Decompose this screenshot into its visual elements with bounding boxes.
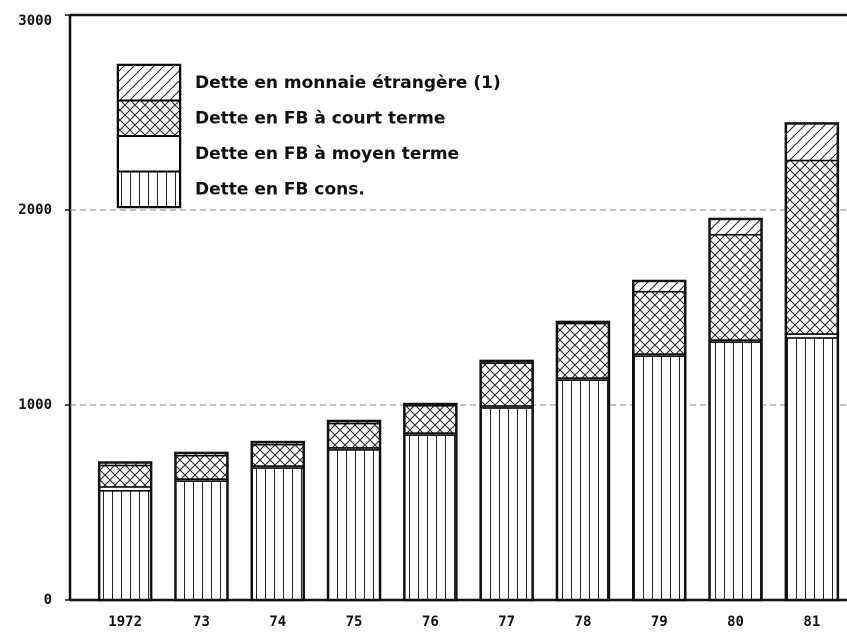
bar-segment [479,362,534,407]
legend-label: Dette en monnaie étrangère (1) [195,73,501,93]
bar-segment [251,443,305,467]
bar-outline [479,359,534,602]
bar-segment [632,280,686,293]
x-tick-label: 79 [651,614,668,630]
legend-swatch [117,99,181,137]
legend-label: Dette en FB cons. [195,180,365,200]
bar-segment [708,341,763,601]
x-tick-label: 73 [193,614,210,630]
bar-segment [632,290,686,355]
bar-segment [785,159,839,335]
y-tick-label: 1000 [18,397,52,413]
y-tick-label: 2000 [18,202,52,218]
bar-segment [479,407,534,601]
x-tick-label: 75 [346,614,363,630]
bar-outline [403,402,458,602]
bar-segment [556,379,610,601]
y-tick-label: 0 [44,592,52,608]
bar-segment [708,234,763,341]
y-tick-label: 3000 [18,13,52,29]
bar-segment [403,434,458,601]
bar-outline [174,451,229,602]
legend-label: Dette en FB à court terme [195,109,445,129]
bar-segment [403,405,458,434]
bar-segment [174,480,229,601]
bar-segment [785,337,839,601]
legend-swatch [117,64,181,102]
bar-segment [98,490,152,601]
x-tick-label: 1972 [108,614,142,630]
bar-outline [326,419,382,602]
x-tick-label: 78 [575,614,592,630]
bar-segment [327,449,381,601]
legend-swatch [117,170,181,208]
x-tick-label: 80 [727,614,744,630]
x-tick-label: 74 [269,614,286,630]
bar-outline [632,279,687,602]
bar-segment [174,454,229,480]
bar-segment [785,122,839,162]
bar-segment [556,322,610,379]
legend-swatch [117,135,181,173]
x-tick-label: 77 [498,614,515,630]
x-tick-label: 81 [803,614,820,630]
bar-segment [98,464,152,488]
bar-segment [251,467,305,601]
bar-segment [327,422,381,449]
bar-outline [555,320,611,602]
bar-segment [708,218,763,236]
bar-outline [708,217,763,602]
bar-outline [250,440,305,602]
bar-outline [784,122,840,602]
x-tick-label: 76 [422,614,439,630]
bar-segment [632,355,686,601]
bar-outline [97,461,153,602]
legend-label: Dette en FB à moyen terme [195,144,459,164]
